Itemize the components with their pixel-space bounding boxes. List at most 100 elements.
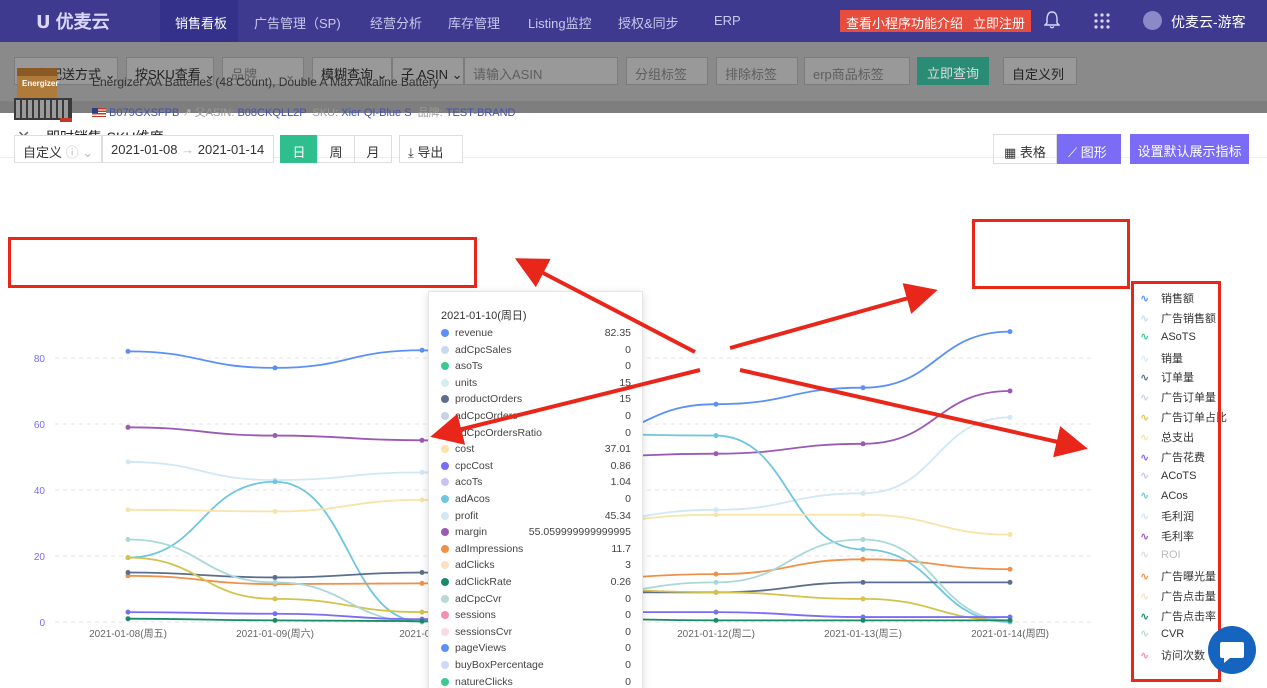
parent-asin-value[interactable]: B08CKQLL2P xyxy=(237,107,307,119)
data-point-productOrders[interactable] xyxy=(419,570,425,575)
data-point-revenue[interactable] xyxy=(419,347,425,353)
product-image[interactable]: Energizer xyxy=(14,64,74,124)
user-name[interactable]: 优麦云-游客 xyxy=(1171,14,1246,30)
view-by-select[interactable]: 按SKU查看 ⌄ xyxy=(126,57,215,85)
data-point-sessionsCvr[interactable] xyxy=(125,537,131,542)
legend-item[interactable]: ∿ 广告订单占比 xyxy=(1140,409,1227,425)
data-point-cost[interactable] xyxy=(1007,532,1013,538)
nav-item-listing[interactable]: Listing监控 xyxy=(528,16,592,31)
nav-item-inventory[interactable]: 库存管理 xyxy=(448,16,501,31)
data-point-adImpressions[interactable] xyxy=(860,556,866,562)
data-point-profit[interactable] xyxy=(419,469,425,475)
data-point-revenue[interactable] xyxy=(272,365,278,371)
data-point-adImpressions[interactable] xyxy=(419,580,425,586)
export-button[interactable]: ⤓ 导出 xyxy=(399,135,463,163)
data-point-sessionsCvr[interactable] xyxy=(713,579,719,585)
data-point-margin[interactable] xyxy=(860,441,866,447)
nav-item-analysis[interactable]: 经营分析 xyxy=(370,16,423,31)
data-point-revenue[interactable] xyxy=(713,401,719,407)
data-point-productOrders[interactable] xyxy=(272,574,278,580)
legend-item[interactable]: ∿ 毛利率 xyxy=(1140,528,1194,544)
data-point-adClicks[interactable] xyxy=(272,596,278,602)
data-point-adClicks[interactable] xyxy=(860,596,866,602)
legend-item[interactable]: ∿ ACoTS xyxy=(1140,469,1196,485)
asin-input[interactable]: 请输入ASIN xyxy=(464,57,618,85)
data-point-adAcos[interactable] xyxy=(713,433,719,439)
legend-item[interactable]: ∿ 访问次数 xyxy=(1140,647,1205,663)
data-point-profit[interactable] xyxy=(125,459,131,465)
legend-item[interactable]: ∿ 广告点击量 xyxy=(1140,588,1216,604)
legend-item[interactable]: ∿ 销售额 xyxy=(1140,290,1194,306)
data-point-adClickRate[interactable] xyxy=(713,617,719,623)
logo[interactable]: ᑌ 优麦云 xyxy=(36,8,110,34)
data-point-cost[interactable] xyxy=(860,512,866,518)
data-point-adClickRate[interactable] xyxy=(860,617,866,623)
chat-button[interactable] xyxy=(1208,626,1256,674)
legend-item[interactable]: ∿ ROI xyxy=(1140,548,1181,564)
legend-item[interactable]: ∿ 广告订单量 xyxy=(1140,389,1216,405)
data-point-cost[interactable] xyxy=(713,512,719,518)
data-point-adClickRate[interactable] xyxy=(272,617,278,623)
exclude-tag-input[interactable]: 排除标签 xyxy=(716,57,798,85)
data-point-productOrders[interactable] xyxy=(125,570,131,575)
apps-grid-icon[interactable] xyxy=(1093,12,1111,30)
legend-item[interactable]: ∿ CVR xyxy=(1140,627,1184,643)
asin-type-select[interactable]: 子 ASIN ⌄ xyxy=(392,57,464,85)
query-button[interactable]: 立即查询 xyxy=(917,57,989,85)
data-point-margin[interactable] xyxy=(713,451,719,457)
legend-item[interactable]: ∿ 毛利润 xyxy=(1140,508,1194,524)
data-point-margin[interactable] xyxy=(125,424,131,430)
data-point-adClickRate[interactable] xyxy=(419,618,425,624)
default-metrics-button[interactable]: 设置默认展示指标 xyxy=(1130,134,1249,164)
nav-item-sales-board[interactable]: 销售看板 xyxy=(175,16,228,31)
brand-select[interactable]: 品牌 ⌄ xyxy=(222,57,304,85)
avatar[interactable] xyxy=(1143,11,1162,30)
nav-item-auth[interactable]: 授权&同步 xyxy=(618,16,679,31)
legend-item[interactable]: ∿ 销量 xyxy=(1140,350,1183,366)
period-day-button[interactable]: 日 xyxy=(280,135,318,163)
data-point-profit[interactable] xyxy=(713,507,719,513)
legend-item[interactable]: ∿ ASoTS xyxy=(1140,330,1196,346)
data-point-adClicks[interactable] xyxy=(713,589,719,595)
intro-button[interactable]: 查看小程序功能介绍 xyxy=(840,10,970,32)
custom-columns-button[interactable]: 自定义列 xyxy=(1003,57,1077,85)
data-point-margin[interactable] xyxy=(419,437,425,443)
legend-item[interactable]: ∿ 广告销售额 xyxy=(1140,310,1216,326)
fuzzy-select[interactable]: 模糊查询 ⌄ xyxy=(312,57,392,85)
nav-item-ads[interactable]: 广告管理（SP) xyxy=(254,16,341,31)
data-point-cpcCost[interactable] xyxy=(125,609,131,615)
erp-tag-input[interactable]: erp商品标签 xyxy=(804,57,910,85)
legend-item[interactable]: ∿ 订单量 xyxy=(1140,369,1194,385)
legend-item[interactable]: ∿ 广告曝光量 xyxy=(1140,568,1216,584)
data-point-revenue[interactable] xyxy=(125,348,131,354)
data-point-cost[interactable] xyxy=(272,508,278,514)
data-point-cpcCost[interactable] xyxy=(272,611,278,617)
legend-item[interactable]: ∿ 总支出 xyxy=(1140,429,1194,445)
bell-icon[interactable] xyxy=(1044,11,1060,29)
data-point-adImpressions[interactable] xyxy=(713,571,719,577)
data-point-margin[interactable] xyxy=(1007,388,1013,394)
legend-item[interactable]: ∿ 广告点击率 xyxy=(1140,608,1216,624)
register-button[interactable]: 立即注册 xyxy=(967,10,1032,32)
date-range-picker[interactable]: 2021-01-08 → 2021-01-14 xyxy=(102,135,274,163)
data-point-adAcos[interactable] xyxy=(860,546,866,552)
tab-chart[interactable]: ⟋ 图形 xyxy=(1057,134,1121,164)
nav-item-erp[interactable]: ERP xyxy=(714,13,741,28)
external-link-icon[interactable]: ↗ xyxy=(182,107,195,119)
asin-link[interactable]: B079GXSFPB xyxy=(109,107,180,119)
data-point-adClicks[interactable] xyxy=(419,609,425,615)
period-month-button[interactable]: 月 xyxy=(354,135,392,163)
data-point-revenue[interactable] xyxy=(860,385,866,391)
legend-item[interactable]: ∿ 广告花费 xyxy=(1140,449,1205,465)
data-point-adAcos[interactable] xyxy=(272,479,278,485)
data-point-sessionsCvr[interactable] xyxy=(272,579,278,585)
data-point-adImpressions[interactable] xyxy=(1007,566,1013,572)
data-point-adClickRate[interactable] xyxy=(125,616,131,622)
data-point-productOrders[interactable] xyxy=(860,579,866,585)
data-point-revenue[interactable] xyxy=(1007,329,1013,335)
group-tag-input[interactable]: 分组标签 xyxy=(626,57,708,85)
data-point-margin[interactable] xyxy=(272,433,278,439)
data-point-cost[interactable] xyxy=(419,497,425,503)
data-point-productOrders[interactable] xyxy=(1007,579,1013,585)
range-type-select[interactable]: 自定义 ⓘ ⌄ xyxy=(14,135,102,163)
